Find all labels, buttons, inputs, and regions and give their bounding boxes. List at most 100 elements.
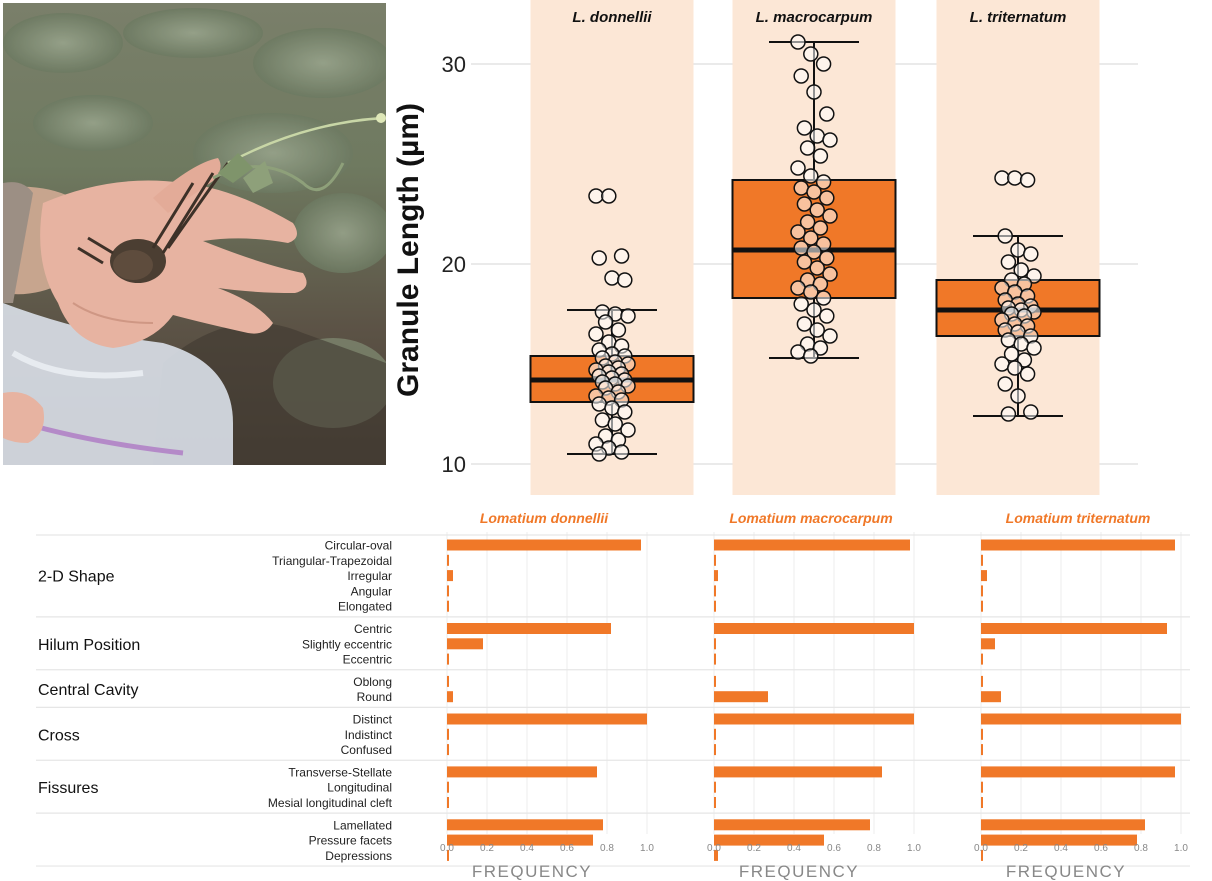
frequency-bar	[714, 585, 716, 597]
frequency-x-tick-label: 0.2	[480, 843, 494, 854]
frequency-x-tick-label: 0.0	[974, 843, 988, 854]
boxplot-y-tick-labels: 10 20 30	[442, 52, 466, 477]
boxplot-data-point	[1023, 246, 1039, 262]
frequency-bar	[714, 849, 718, 861]
boxplot-data-point	[588, 188, 604, 204]
boxplot-data-point	[790, 344, 806, 360]
frequency-bar	[447, 675, 449, 687]
boxplot-data-point	[591, 396, 607, 412]
frequency-bar	[981, 638, 995, 650]
frequency-row-label: Elongated	[338, 600, 392, 614]
boxplot-y-tick-label: 20	[442, 252, 466, 277]
frequency-row-label: Transverse-Stellate	[288, 765, 392, 779]
frequency-gridlines	[36, 532, 1190, 867]
boxplot-data-point	[607, 416, 623, 432]
boxplot-data-point	[604, 270, 620, 286]
boxplot-panel-titles: L. donnellii L. macrocarpum L. triternatum	[572, 9, 1066, 26]
frequency-bar	[447, 713, 647, 725]
frequency-group-label: Fissures	[38, 780, 98, 797]
frequency-row-label: Centric	[354, 622, 392, 636]
frequency-bar	[981, 766, 1175, 778]
boxplot-data-point	[815, 56, 832, 72]
boxplot-data-point	[588, 326, 604, 342]
boxplot-data-point	[806, 302, 822, 318]
frequency-bar	[981, 728, 983, 740]
frequency-bar	[714, 638, 716, 650]
boxplot-data-point	[1026, 340, 1042, 356]
boxplot-data-point	[793, 240, 809, 256]
frequency-bar	[447, 728, 449, 740]
boxplot-data-point	[793, 180, 809, 196]
boxplot-data-point	[809, 128, 825, 144]
boxplot-data-point	[803, 284, 819, 300]
boxplot-data-point	[796, 254, 813, 270]
frequency-bar	[447, 766, 597, 778]
boxplot-data-point	[812, 148, 829, 164]
frequency-bar	[714, 623, 914, 634]
frequency-bar	[981, 691, 1001, 703]
frequency-bar	[714, 675, 716, 687]
boxplot-data-point	[809, 260, 825, 276]
frequency-bar	[447, 570, 453, 582]
frequency-x-tick-label: 0.2	[747, 843, 761, 854]
frequency-x-tick-label: 0.4	[1054, 843, 1068, 854]
boxplot-data-point	[803, 46, 819, 62]
frequency-bar	[714, 539, 910, 551]
boxplot-data-point	[822, 132, 838, 148]
boxplot-data-point	[819, 106, 835, 122]
frequency-row-label: Circular-oval	[325, 539, 392, 553]
frequency-panel-title: Lomatium triternatum	[1006, 510, 1151, 526]
frequency-bar	[981, 653, 983, 665]
boxplot-data-point	[1007, 360, 1023, 376]
boxplot-data-point	[822, 328, 838, 344]
boxplot-panel-title: L. donnellii	[572, 9, 652, 26]
boxplot-points	[588, 34, 1042, 462]
frequency-row-label: Indistinct	[345, 728, 393, 742]
boxplot-data-point	[617, 404, 633, 420]
frequency-row-label: Eccentric	[343, 653, 392, 667]
boxplot-data-point	[822, 266, 838, 282]
frequency-x-tick-label: 0.8	[1134, 843, 1148, 854]
frequency-x-axis-label: FREQUENCY	[472, 862, 592, 881]
frequency-x-tick-label: 1.0	[640, 843, 654, 854]
boxplot-data-point	[812, 220, 829, 236]
frequency-row-label: Lamellated	[333, 818, 392, 832]
frequency-row-label: Slightly eccentric	[302, 637, 392, 651]
boxplot-data-point	[809, 322, 825, 338]
frequency-bar	[714, 744, 716, 756]
boxplot-data-point	[1000, 332, 1017, 348]
boxplot-data-point	[815, 174, 832, 190]
frequency-bar	[981, 819, 1145, 831]
frequency-row-label: Pressure facets	[309, 834, 392, 848]
frequency-bar	[447, 781, 449, 793]
frequency-x-tick-label: 0.6	[1094, 843, 1108, 854]
frequency-bar	[714, 819, 870, 831]
frequency-bar	[447, 691, 453, 703]
boxplot-data-point	[613, 248, 630, 264]
boxplot-data-point	[994, 170, 1010, 186]
frequency-group-label: Cross	[38, 727, 80, 744]
frequency-row-label: Longitudinal	[327, 781, 392, 795]
boxplot-data-point	[793, 68, 809, 84]
frequency-row-label: Angular	[351, 584, 392, 598]
boxplot-data-point	[819, 190, 835, 206]
boxplot-data-point	[790, 160, 806, 176]
frequency-bar	[447, 797, 449, 808]
frequency-bar	[981, 570, 987, 582]
boxplot-data-point	[790, 280, 806, 296]
frequency-x-axis-label: FREQUENCY	[739, 862, 859, 881]
boxplot-data-point	[790, 34, 806, 50]
frequency-x-axis-label: FREQUENCY	[1006, 862, 1126, 881]
frequency-bar	[714, 600, 716, 612]
boxplot-data-point	[796, 316, 813, 332]
frequency-bar	[714, 797, 716, 808]
boxplot-y-tick-label: 30	[442, 52, 466, 77]
frequency-group-labels: 2-D Shape Hilum Position Central Cavity Cro…	[38, 569, 140, 798]
boxplot-data-point	[1007, 170, 1023, 186]
frequency-bar	[714, 653, 716, 665]
frequency-row-labels: Circular-ovalTriangular-TrapezoidalIrreg…	[268, 539, 393, 863]
boxplot-data-point	[613, 444, 630, 460]
frequency-bar	[714, 570, 718, 582]
frequency-bar	[981, 781, 983, 793]
boxplot-data-point	[799, 214, 816, 230]
